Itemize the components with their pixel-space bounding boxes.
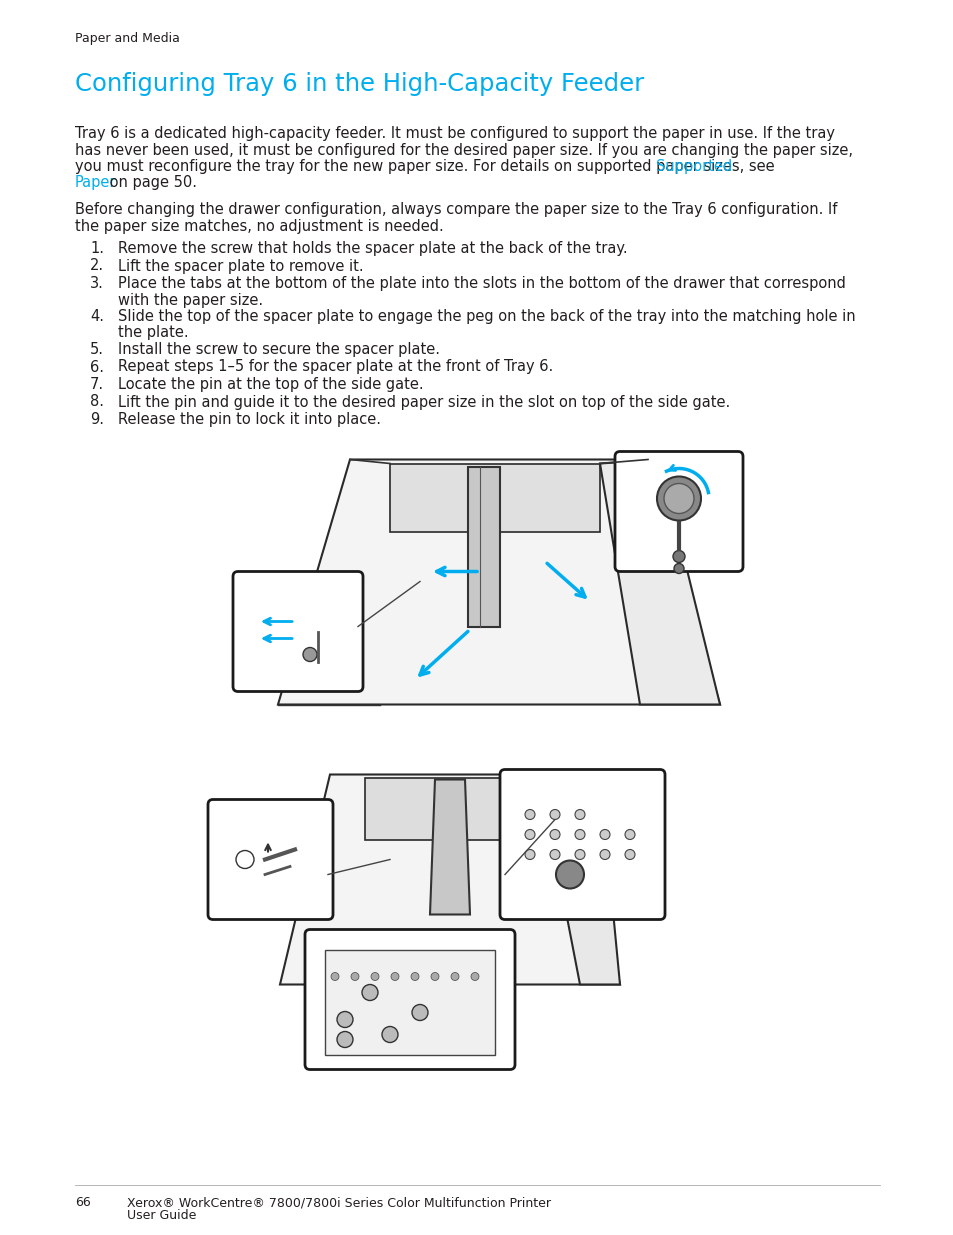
Text: on page 50.: on page 50. <box>105 175 197 190</box>
FancyBboxPatch shape <box>233 572 363 692</box>
Circle shape <box>371 972 378 981</box>
Text: Lift the pin and guide it to the desired paper size in the slot on top of the si: Lift the pin and guide it to the desired… <box>118 394 729 410</box>
Circle shape <box>331 972 338 981</box>
Circle shape <box>336 1011 353 1028</box>
Circle shape <box>524 830 535 840</box>
Text: 4.: 4. <box>90 309 104 324</box>
FancyBboxPatch shape <box>305 930 515 1070</box>
FancyBboxPatch shape <box>499 769 664 920</box>
Circle shape <box>550 809 559 820</box>
Circle shape <box>599 830 609 840</box>
Circle shape <box>663 483 693 514</box>
Text: has never been used, it must be configured for the desired paper size. If you ar: has never been used, it must be configur… <box>75 142 852 158</box>
Polygon shape <box>539 774 619 984</box>
Circle shape <box>524 850 535 860</box>
Circle shape <box>575 809 584 820</box>
Circle shape <box>657 477 700 520</box>
Polygon shape <box>280 774 619 984</box>
Circle shape <box>575 830 584 840</box>
Text: Supported: Supported <box>655 159 731 174</box>
Circle shape <box>411 972 418 981</box>
Circle shape <box>381 1026 397 1042</box>
Text: Remove the screw that holds the spacer plate at the back of the tray.: Remove the screw that holds the spacer p… <box>118 241 627 256</box>
Circle shape <box>235 851 253 868</box>
Circle shape <box>672 551 684 562</box>
Text: Lift the spacer plate to remove it.: Lift the spacer plate to remove it. <box>118 258 363 273</box>
Text: Release the pin to lock it into place.: Release the pin to lock it into place. <box>118 412 380 427</box>
Circle shape <box>673 563 683 573</box>
Text: you must reconfigure the tray for the new paper size. For details on supported p: you must reconfigure the tray for the ne… <box>75 159 779 174</box>
Text: 8.: 8. <box>90 394 104 410</box>
Text: Slide the top of the spacer plate to engage the peg on the back of the tray into: Slide the top of the spacer plate to eng… <box>118 309 855 324</box>
FancyBboxPatch shape <box>325 950 495 1055</box>
Circle shape <box>431 972 438 981</box>
Circle shape <box>351 972 358 981</box>
Text: the plate.: the plate. <box>118 326 189 341</box>
Text: 3.: 3. <box>90 275 104 291</box>
FancyBboxPatch shape <box>208 799 333 920</box>
Circle shape <box>556 861 583 888</box>
Text: 6.: 6. <box>90 359 104 374</box>
Circle shape <box>550 850 559 860</box>
Circle shape <box>599 850 609 860</box>
Text: 1.: 1. <box>90 241 104 256</box>
Text: Configuring Tray 6 in the High-Capacity Feeder: Configuring Tray 6 in the High-Capacity … <box>75 72 643 96</box>
Text: Before changing the drawer configuration, always compare the paper size to the T: Before changing the drawer configuration… <box>75 203 837 217</box>
Polygon shape <box>277 459 720 704</box>
Circle shape <box>524 809 535 820</box>
Text: Locate the pin at the top of the side gate.: Locate the pin at the top of the side ga… <box>118 377 423 391</box>
Circle shape <box>451 972 458 981</box>
Polygon shape <box>599 459 720 704</box>
Circle shape <box>550 830 559 840</box>
Circle shape <box>303 647 316 662</box>
Text: Repeat steps 1–5 for the spacer plate at the front of Tray 6.: Repeat steps 1–5 for the spacer plate at… <box>118 359 553 374</box>
Polygon shape <box>365 778 539 840</box>
Text: Place the tabs at the bottom of the plate into the slots in the bottom of the dr: Place the tabs at the bottom of the plat… <box>118 275 845 291</box>
Polygon shape <box>430 779 470 914</box>
Circle shape <box>336 1031 353 1047</box>
Text: User Guide: User Guide <box>127 1209 196 1221</box>
Text: 7.: 7. <box>90 377 104 391</box>
Circle shape <box>624 830 635 840</box>
Circle shape <box>412 1004 428 1020</box>
Text: 5.: 5. <box>90 342 104 357</box>
Polygon shape <box>390 463 599 531</box>
Text: Xerox® WorkCentre® 7800/7800i Series Color Multifunction Printer: Xerox® WorkCentre® 7800/7800i Series Col… <box>127 1195 551 1209</box>
Text: 2.: 2. <box>90 258 104 273</box>
Text: 9.: 9. <box>90 412 104 427</box>
Text: Tray 6 is a dedicated high-capacity feeder. It must be configured to support the: Tray 6 is a dedicated high-capacity feed… <box>75 126 834 141</box>
Circle shape <box>575 850 584 860</box>
FancyBboxPatch shape <box>615 452 742 572</box>
Text: Install the screw to secure the spacer plate.: Install the screw to secure the spacer p… <box>118 342 439 357</box>
Text: Paper: Paper <box>75 175 116 190</box>
Text: with the paper size.: with the paper size. <box>118 293 263 308</box>
Circle shape <box>391 972 398 981</box>
Text: Paper and Media: Paper and Media <box>75 32 180 44</box>
Circle shape <box>361 984 377 1000</box>
Text: the paper size matches, no adjustment is needed.: the paper size matches, no adjustment is… <box>75 219 443 233</box>
Circle shape <box>624 850 635 860</box>
Circle shape <box>471 972 478 981</box>
Polygon shape <box>468 467 499 626</box>
Text: 66: 66 <box>75 1195 91 1209</box>
